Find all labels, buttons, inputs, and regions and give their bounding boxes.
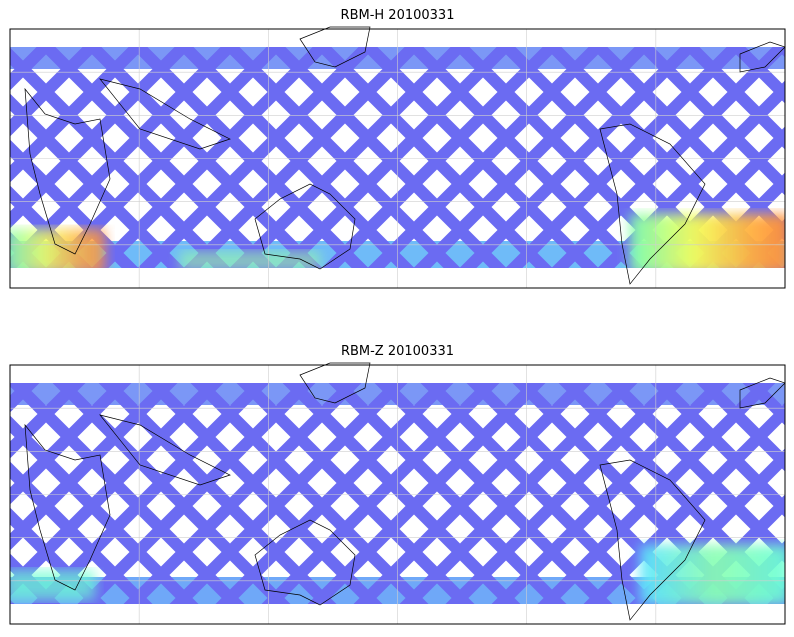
panel-title: RBM-Z 20100331 — [341, 344, 454, 359]
anomaly — [630, 214, 785, 268]
anomaly — [640, 545, 785, 604]
anomaly — [10, 229, 105, 268]
coastline — [299, 362, 371, 404]
coastline — [254, 183, 356, 270]
coastline — [24, 87, 111, 255]
map-panel — [9, 362, 786, 625]
anomaly — [10, 570, 95, 600]
map-frame — [9, 28, 786, 289]
coastline — [99, 78, 231, 150]
map-panel — [9, 26, 786, 289]
map-frame — [9, 364, 786, 625]
coastline — [739, 377, 786, 409]
coastline — [99, 414, 231, 486]
coastline — [739, 41, 786, 73]
coastline — [24, 423, 111, 591]
coastline — [599, 123, 706, 285]
coastline — [254, 519, 356, 606]
coastline — [599, 459, 706, 621]
coastline — [299, 26, 371, 68]
anomaly — [180, 251, 320, 268]
panel-title: RBM-H 20100331 — [341, 8, 455, 23]
